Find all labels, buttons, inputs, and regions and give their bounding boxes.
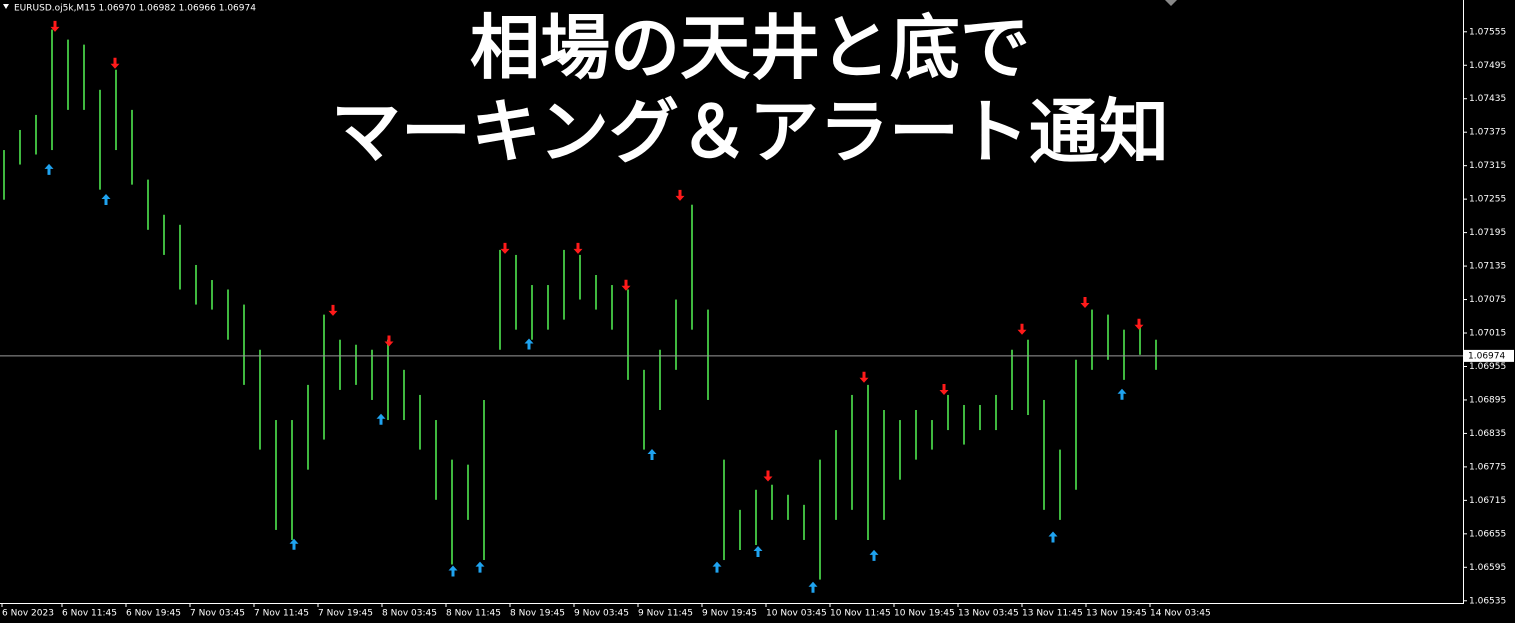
top-arrow [1080,297,1090,309]
bottom-arrow [376,413,386,425]
bottom-arrow [101,194,111,206]
top-arrow [939,384,949,396]
title-line: 相場の天井と底で [470,6,1030,89]
x-tick-label: 13 Nov 03:45 [958,609,1019,619]
bottom-arrow [808,581,818,593]
y-tick-label: 1.07015 [1469,329,1506,339]
bottom-arrow [712,561,722,573]
bottom-arrow [647,448,657,460]
menu-icon[interactable] [3,4,9,9]
top-arrow [1017,323,1027,335]
title-line: マーキング＆アラート通知 [331,90,1169,173]
bottom-arrow [475,561,485,573]
y-tick-label: 1.06715 [1469,496,1506,506]
bottom-arrow [44,163,54,175]
current-price-box [1464,349,1514,362]
x-tick-label: 13 Nov 19:45 [1086,609,1147,619]
current-price-label: 1.06974 [1468,351,1505,361]
x-tick-label: 9 Nov 11:45 [638,609,693,619]
x-tick-label: 6 Nov 2023 [2,609,54,619]
y-tick-label: 1.06655 [1469,529,1506,539]
bottom-arrow [448,565,458,577]
y-tick-label: 1.06535 [1469,596,1506,606]
top-arrow [763,470,773,482]
x-tick-label: 8 Nov 19:45 [510,609,565,619]
top-arrow [573,242,583,254]
x-tick-label: 10 Nov 11:45 [830,609,891,619]
x-tick-label: 8 Nov 11:45 [446,609,501,619]
top-arrow [621,279,631,291]
bottom-arrow [1048,531,1058,543]
bottom-arrow [753,546,763,558]
y-tick-label: 1.07315 [1469,161,1506,171]
x-tick-label: 6 Nov 19:45 [126,609,181,619]
x-tick-label: 9 Nov 19:45 [702,609,757,619]
y-tick-label: 1.07195 [1469,228,1506,238]
top-arrow [1134,318,1144,330]
bottom-arrow [869,549,879,561]
x-tick-label: 7 Nov 11:45 [254,609,309,619]
top-arrow [500,242,510,254]
x-tick-label: 7 Nov 19:45 [318,609,373,619]
y-tick-label: 1.07555 [1469,27,1506,37]
top-arrow [50,20,60,32]
top-arrow [110,57,120,69]
bottom-arrow [1117,388,1127,400]
x-tick-label: 8 Nov 03:45 [382,609,437,619]
top-arrow [859,371,869,383]
chart-header: EURUSD.oj5k,M15 1.06970 1.06982 1.06966 … [14,4,256,14]
top-arrow [328,304,338,316]
bottom-arrow [524,338,534,350]
x-tick-label: 10 Nov 19:45 [894,609,955,619]
y-tick-label: 1.07255 [1469,195,1506,205]
x-tick-label: 13 Nov 11:45 [1022,609,1083,619]
y-tick-label: 1.06835 [1469,429,1506,439]
top-arrow [384,335,394,347]
x-tick-label: 14 Nov 03:45 [1150,609,1211,619]
y-tick-label: 1.06955 [1469,362,1506,372]
y-tick-label: 1.07375 [1469,128,1506,138]
bottom-arrow [289,538,299,550]
x-tick-label: 9 Nov 03:45 [574,609,629,619]
top-arrow [675,189,685,201]
x-tick-label: 7 Nov 03:45 [190,609,245,619]
x-tick-label: 10 Nov 03:45 [766,609,827,619]
y-tick-label: 1.07135 [1469,262,1506,272]
y-tick-label: 1.06775 [1469,462,1506,472]
y-tick-label: 1.07435 [1469,94,1506,104]
shift-marker [1165,0,1177,6]
y-tick-label: 1.06895 [1469,395,1506,405]
y-tick-label: 1.07495 [1469,61,1506,71]
y-tick-label: 1.06595 [1469,563,1506,573]
y-tick-label: 1.07075 [1469,295,1506,305]
x-tick-label: 6 Nov 11:45 [62,609,117,619]
